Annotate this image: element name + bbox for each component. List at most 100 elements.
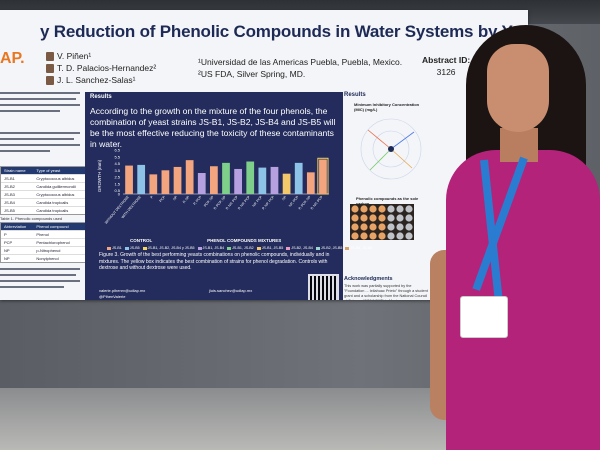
text-line (0, 104, 80, 106)
author-photo (46, 63, 54, 73)
compound-table: Abbreviation Phenol compound P Phenol PCP P… (0, 222, 86, 263)
legend-swatch (315, 246, 320, 250)
yeast-plate-photos (350, 204, 414, 240)
table-row: NP Nonylphenol (1, 254, 85, 262)
x-tick-label: NP (172, 195, 179, 202)
x-tick-label: PCP (159, 195, 167, 203)
legend-label: JS-B1, JS-B5 (261, 246, 284, 250)
cell: JS-B2 (4, 184, 15, 189)
bar (197, 173, 206, 194)
y-tick-label: 2.5 (114, 175, 120, 180)
y-tick-label: 4.5 (114, 161, 120, 166)
x-tick-label: P (150, 195, 155, 200)
x-tick-label: PCP, NP (203, 195, 215, 208)
plate-well (378, 205, 386, 213)
bar (234, 168, 242, 194)
diagram-ring (360, 118, 422, 180)
plate-well (405, 214, 413, 222)
cell: Candida tropicalis (36, 208, 69, 213)
diagram-link (390, 131, 415, 150)
column-header: Phenol compound (36, 224, 69, 229)
plate-well (360, 214, 368, 222)
cell: JS-B4 (4, 200, 15, 205)
mic-network-diagram (360, 118, 422, 180)
bar (210, 166, 218, 194)
legend-swatch (345, 246, 350, 250)
plate-well (369, 205, 377, 213)
contact-info: valerie.pihenrv@udlap.mx @PihenValerie (99, 288, 145, 300)
author-name: J. L. Sanchez-Salas¹ (57, 75, 136, 85)
cell: Candida guilliermondii (36, 184, 76, 189)
person-neck (500, 128, 538, 162)
author-row: T. D. Palacios-Hernandez² (46, 62, 156, 74)
legend-swatch (227, 246, 232, 250)
legend-swatch (256, 246, 261, 250)
legend-label: JS-B1 (112, 246, 122, 250)
affiliation: ¹Universidad de las Americas Puebla, Pue… (198, 57, 403, 67)
bar (319, 159, 327, 194)
x-tick-label: NP, PCP (252, 195, 264, 208)
text-line (0, 274, 76, 276)
bar (185, 160, 194, 194)
results-summary: According to the growth on the mixture o… (90, 106, 336, 149)
cell: NP (4, 248, 10, 253)
plate-well (351, 232, 359, 240)
bar (125, 165, 133, 194)
qr-code (308, 274, 339, 300)
x-tick-label: P, PCP (193, 195, 203, 206)
bar (282, 173, 291, 194)
legend-swatch (142, 246, 147, 250)
growth-bar-chart: GROWTH (mm)00.51.52.53.54.55.56.5WITHOUT… (97, 148, 329, 243)
contact-email-2: jluis.sanchez@udlap.mx (209, 288, 253, 293)
legend-swatch (197, 246, 202, 250)
table-header: Strain name Type of yeast (1, 167, 85, 174)
affiliation: ²US FDA, Silver Spring, MD. (198, 69, 306, 79)
bar (294, 162, 303, 194)
author-photo (46, 51, 54, 61)
author-name: T. D. Palacios-Hernandez² (57, 63, 157, 73)
plate-well (360, 205, 368, 213)
column-header: Abbreviation (4, 224, 27, 229)
legend-item: JS-B2, JS-B5 (315, 246, 342, 250)
diagram-ring (372, 130, 410, 168)
legend-item: JS-B1 (107, 246, 122, 250)
group-label: PHENOL COMPOUNDS MIXTURES (207, 238, 281, 243)
cell: PCP (4, 240, 13, 245)
text-line (0, 98, 76, 100)
poster-title: y Reduction of Phenolic Compounds in Wat… (40, 22, 528, 41)
cell: Phenol (36, 232, 49, 237)
legend-swatch (107, 246, 111, 250)
left-column: Strain name Type of yeast JS-B1 Cryptococc… (0, 88, 86, 298)
y-tick-label: 0.5 (114, 188, 120, 193)
cell: Cryptococcus albidus (36, 192, 75, 197)
cell: Nonylphenol (36, 256, 59, 261)
author-list: V. Piñen¹ T. D. Palacios-Hernandez² J. L… (46, 50, 156, 86)
results-panel: Results According to the growth on the m… (85, 92, 372, 300)
legend-item: JS-B1, JS-B2 (227, 246, 254, 250)
plate-well (360, 232, 368, 240)
bar (222, 162, 230, 194)
y-tick-label: 3.5 (114, 168, 120, 173)
y-tick-label: 6.5 (114, 148, 120, 153)
plate-well (396, 232, 404, 240)
contact-email: valerie.pihenrv@udlap.mx (99, 288, 146, 293)
right-column: Results Minimum Inhibitory Concentration… (344, 92, 428, 300)
plate-well (351, 223, 359, 231)
table-row: NP p-Nitrophenol (1, 246, 85, 254)
text-line (0, 286, 64, 288)
bar (246, 161, 255, 194)
cell: JS-B1 (4, 176, 15, 181)
contact-handle: @PihenValerie (99, 294, 126, 299)
plate-well (369, 232, 377, 240)
figure-caption: Figure 3. Growth of the best performing … (99, 252, 330, 272)
affiliations: ¹Universidad de las Americas Puebla, Pue… (198, 56, 402, 80)
group-label: CONTROL (130, 238, 152, 243)
abstract-label: Abstract ID: (422, 55, 471, 65)
name-badge (460, 296, 508, 338)
diagram-node (388, 146, 394, 152)
plate-well (378, 214, 386, 222)
table-row: P Phenol (1, 230, 85, 238)
plate-well (387, 223, 395, 231)
text-line (0, 144, 80, 146)
legend-swatch (124, 246, 129, 250)
